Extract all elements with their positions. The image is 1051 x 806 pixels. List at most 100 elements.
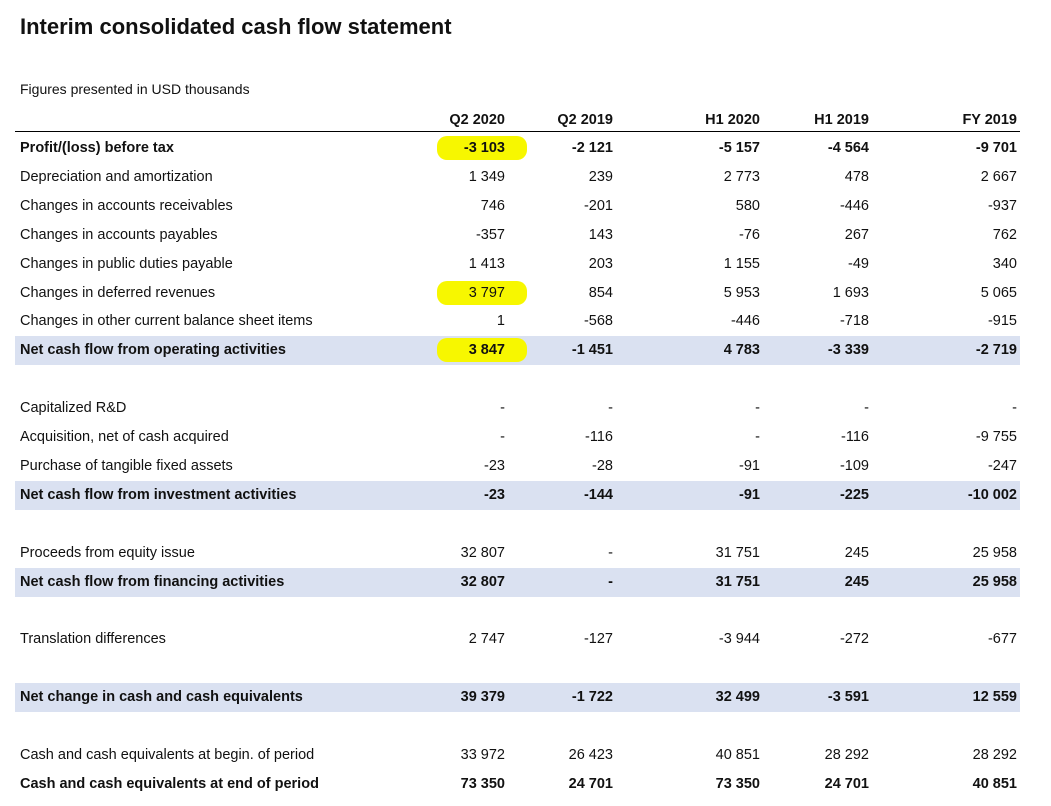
highlight	[437, 280, 527, 305]
cell-value: 3 797	[468, 284, 505, 301]
cell-value: 26 423	[568, 746, 613, 763]
cell-value: 762	[992, 226, 1017, 243]
cell-value: 24 701	[824, 775, 869, 792]
cell-value: 32 807	[460, 573, 505, 590]
cell-value: -4 564	[827, 140, 869, 156]
cell-value: -225	[839, 486, 869, 503]
column-header: H1 2019	[814, 112, 869, 128]
cell-value: 73 350	[715, 775, 760, 792]
cell-value: -127	[583, 631, 613, 648]
cell-value: 28 292	[972, 746, 1017, 763]
cell-value: -144	[583, 486, 613, 503]
cell-value: -	[500, 400, 505, 417]
cell-value: -568	[583, 313, 613, 330]
row-label: Changes in deferred revenues	[20, 284, 216, 301]
cell-value: 4 783	[723, 342, 760, 359]
column-header: Q2 2020	[449, 112, 505, 128]
cell-value: 32 807	[460, 544, 505, 561]
header-rule	[15, 131, 1020, 132]
row-label: Changes in public duties payable	[20, 255, 233, 272]
cell-value: -	[755, 429, 760, 445]
row-label: Purchase of tangible fixed assets	[20, 457, 233, 474]
cell-value: -1 722	[571, 689, 613, 706]
cell-value: 24 701	[568, 775, 613, 792]
cell-value: -	[608, 573, 613, 590]
cell-value: -	[500, 429, 505, 445]
cell-value: 25 958	[972, 544, 1017, 561]
row-label: Changes in other current balance sheet i…	[20, 313, 313, 330]
cell-value: -	[1012, 400, 1017, 417]
row-label: Depreciation and amortization	[20, 168, 213, 185]
cell-value: 40 851	[715, 746, 760, 763]
cell-value: 5 065	[980, 284, 1017, 301]
cell-value: 32 499	[715, 689, 760, 706]
row-label: Translation differences	[20, 631, 166, 648]
row-label: Cash and cash equivalents at begin. of p…	[20, 746, 315, 763]
cell-value: 1 349	[468, 168, 505, 185]
cell-value: 746	[480, 197, 505, 214]
column-header: FY 2019	[962, 112, 1017, 128]
cell-value: 478	[844, 168, 869, 185]
row-label: Profit/(loss) before tax	[20, 140, 174, 156]
cell-value: -76	[739, 226, 760, 243]
cell-value: -2 121	[571, 140, 613, 156]
cell-value: -10 002	[967, 486, 1017, 503]
cell-value: -677	[987, 631, 1017, 648]
cell-value: 73 350	[460, 775, 505, 792]
cell-value: 12 559	[972, 689, 1017, 706]
cell-value: 1 413	[468, 255, 505, 272]
row-label: Net cash flow from operating activities	[20, 342, 286, 359]
cell-value: -3 944	[718, 631, 760, 648]
cell-value: -9 755	[975, 429, 1017, 445]
row-label: Changes in accounts receivables	[20, 197, 233, 214]
row-label: Acquisition, net of cash acquired	[20, 429, 229, 445]
cell-value: -247	[987, 457, 1017, 474]
cell-value: 2 667	[980, 168, 1017, 185]
row-label: Capitalized R&D	[20, 400, 127, 417]
cell-value: 1 693	[832, 284, 869, 301]
cell-value: -116	[841, 429, 869, 445]
cell-value: -1 451	[571, 342, 613, 359]
row-label: Net change in cash and cash equivalents	[20, 689, 303, 706]
cell-value: -3 339	[827, 342, 869, 359]
cell-value: -5 157	[718, 140, 760, 156]
cell-value: -	[755, 400, 760, 417]
cell-value: 239	[588, 168, 613, 185]
cell-value: -	[608, 400, 613, 417]
cell-value: -3 103	[463, 140, 505, 156]
cell-value: -91	[739, 457, 760, 474]
cell-value: -3 591	[827, 689, 869, 706]
subtitle: Figures presented in USD thousands	[20, 81, 250, 97]
cell-value: -915	[987, 313, 1017, 330]
row-shade	[15, 567, 1020, 597]
cell-value: 25 958	[972, 573, 1017, 590]
highlight	[437, 136, 527, 160]
cell-value: -116	[585, 429, 613, 445]
cell-value: -28	[592, 457, 613, 474]
cell-value: 267	[844, 226, 869, 243]
cell-value: -937	[987, 197, 1017, 214]
cell-value: 245	[844, 544, 869, 561]
cell-value: 3 847	[468, 342, 505, 359]
row-label: Proceeds from equity issue	[20, 544, 195, 561]
cell-value: -23	[484, 486, 505, 503]
cell-value: 31 751	[715, 544, 760, 561]
cell-value: -201	[583, 197, 613, 214]
cell-value: 2 747	[468, 631, 505, 648]
cell-value: -	[608, 544, 613, 561]
row-label: Net cash flow from financing activities	[20, 573, 285, 590]
title: Interim consolidated cash flow statement	[20, 14, 452, 39]
cell-value: 580	[735, 197, 760, 214]
cell-value: 1 155	[723, 255, 760, 272]
row-shade	[15, 480, 1020, 510]
cell-value: 40 851	[972, 775, 1017, 792]
cell-value: 31 751	[715, 573, 760, 590]
row-label: Net cash flow from investment activities	[20, 486, 297, 503]
highlight	[437, 338, 527, 363]
cell-value: 340	[992, 255, 1017, 272]
cell-value: -357	[475, 226, 505, 243]
cell-value: -109	[839, 457, 869, 474]
cell-value: 143	[588, 226, 613, 243]
cell-value: 203	[588, 255, 613, 272]
